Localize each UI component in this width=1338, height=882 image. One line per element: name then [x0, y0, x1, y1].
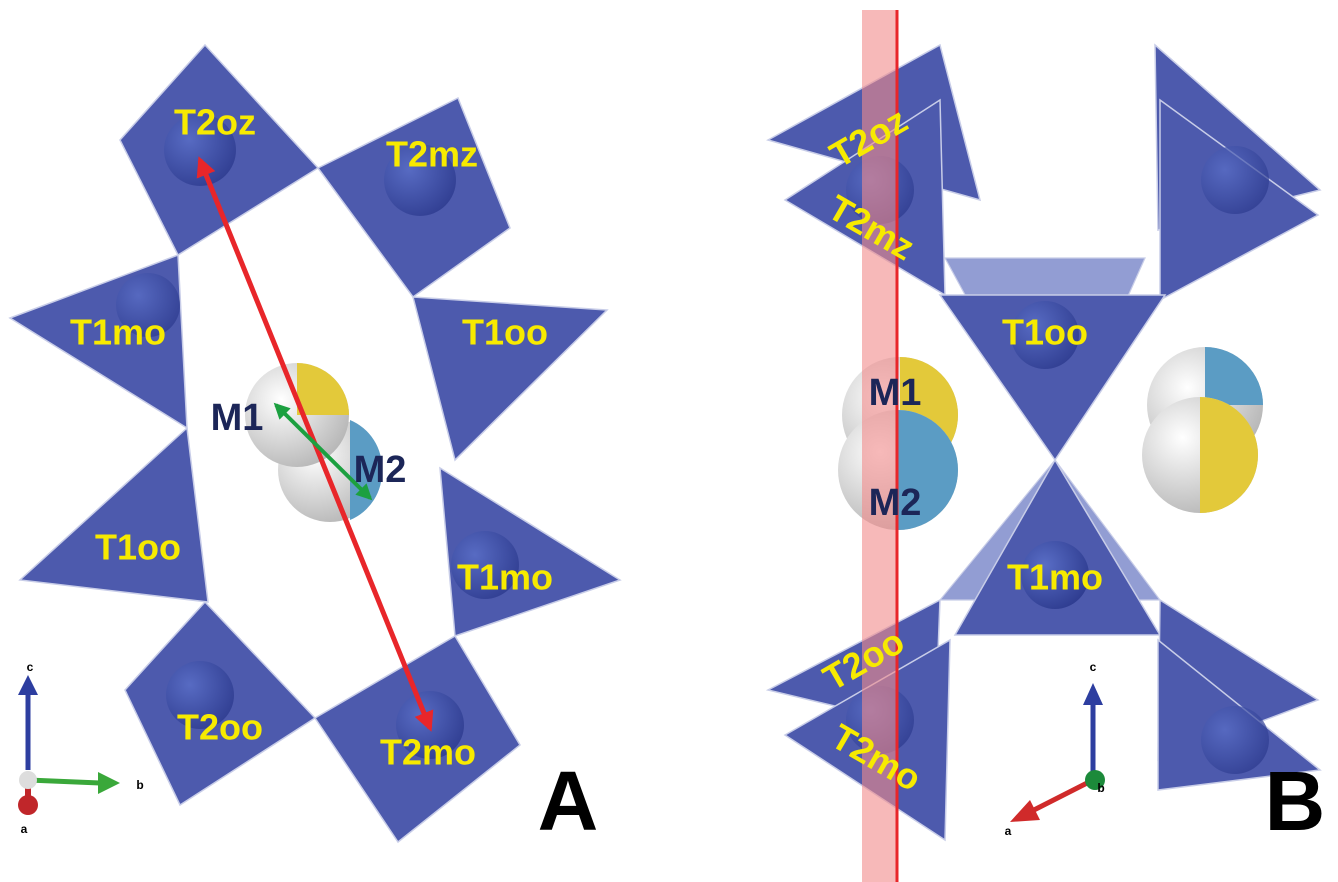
- tetra-label: T1mo: [457, 557, 553, 598]
- panel-letter: A: [538, 754, 599, 848]
- figure: T2oz T2mz T1mo T1oo T1oo T1mo T2oo T2mo …: [0, 0, 1338, 882]
- tetra-label: T2oz: [174, 102, 256, 143]
- site-label: M2: [869, 482, 922, 524]
- tetra-label: T2mo: [380, 732, 476, 773]
- axis-label: b: [1097, 781, 1104, 795]
- tetra-label: T2mz: [386, 134, 478, 175]
- tetra-label: T1oo: [1002, 312, 1088, 353]
- panel-letter: B: [1265, 754, 1326, 848]
- site-label: M2: [354, 449, 407, 491]
- tetra-label: T2oo: [177, 707, 263, 748]
- axis-label: b: [136, 778, 143, 792]
- tetra-label: T1oo: [462, 312, 548, 353]
- panel-a-structure: [10, 45, 620, 842]
- axis-label: c: [1090, 660, 1097, 674]
- tetra-label: T1mo: [1007, 557, 1103, 598]
- tetra-label: T1mo: [70, 312, 166, 353]
- tetra-label: T1oo: [95, 527, 181, 568]
- site-label: M1: [211, 397, 264, 439]
- site-label: M1: [869, 372, 922, 414]
- axis-label: c: [27, 660, 34, 674]
- axis-label: a: [1005, 824, 1012, 838]
- axis-label: a: [21, 822, 28, 836]
